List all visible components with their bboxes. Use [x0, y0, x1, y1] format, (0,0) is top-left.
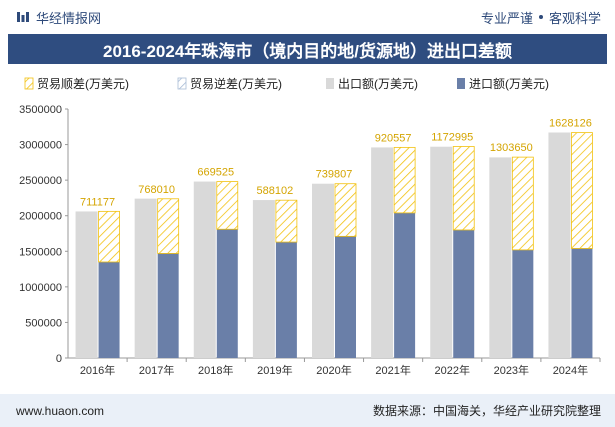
x-tick-label-3: 2018年: [198, 363, 233, 377]
surplus-data-label-7: 1172995: [431, 131, 473, 143]
x-tick-label-6: 2021年: [375, 363, 410, 377]
import-bar-4: [275, 242, 297, 358]
y-tick-label-4: 2000000: [19, 211, 62, 223]
y-tick-label-3: 1500000: [19, 246, 62, 258]
x-tick-label-1: 2016年: [80, 363, 115, 377]
import-bar-2: [157, 253, 179, 358]
y-tick-label-1: 500000: [25, 317, 62, 329]
surplus-data-label-3: 669525: [197, 167, 234, 179]
y-tick-label-7: 3500000: [19, 104, 62, 116]
top-bar: 华经情报网 专业严谨 客观科学: [0, 0, 615, 34]
x-tick-label-9: 2024年: [553, 363, 588, 377]
legend-swatch-4: [457, 78, 465, 89]
surplus-bar-7: [452, 146, 475, 231]
x-tick-label-8: 2023年: [494, 363, 529, 377]
x-tick-label-5: 2020年: [316, 363, 351, 377]
y-tick-label-0: 0: [56, 353, 62, 365]
footer-source: 数据来源：中国海关，华经产业研究院整理: [372, 404, 601, 418]
surplus-bar-9: [571, 132, 593, 249]
import-bar-5: [335, 236, 356, 358]
legend-swatch-2: [177, 77, 187, 90]
surplus-data-label-4: 588102: [257, 185, 294, 197]
x-tick-label-7: 2022年: [434, 363, 469, 377]
import-bar-9: [571, 248, 593, 358]
y-tick-label-2: 1000000: [19, 282, 62, 294]
export-bar-4: [252, 200, 275, 358]
surplus-bar-6: [393, 146, 416, 214]
chart-svg: 贸易顺差(万美元) 贸易逆差(万美元) 出口额(万美元) 进口额(万美元) 0 50000…: [19, 76, 601, 377]
brand: 华经情报网: [16, 8, 101, 27]
import-bar-1: [98, 261, 120, 358]
surplus-bar-3: [216, 181, 239, 230]
export-bar-7: [430, 146, 453, 358]
surplus-bar-5: [334, 183, 357, 237]
surplus-data-label-1: 711177: [80, 196, 115, 208]
surplus-data-label-6: 920557: [375, 132, 412, 144]
legend-label-3: 出口额(万美元): [338, 77, 418, 91]
import-bar-7: [453, 229, 475, 358]
import-bar-6: [394, 212, 416, 358]
y-tick-label-6: 3000000: [19, 140, 62, 152]
surplus-data-label-8: 1303650: [490, 142, 533, 154]
surplus-bar-2: [157, 198, 180, 254]
surplus-data-label-5: 739807: [316, 169, 353, 181]
export-bar-2: [134, 198, 157, 358]
legend-label-2: 贸易逆差(万美元): [190, 76, 282, 91]
footer-site: www.huaon.com: [16, 403, 105, 418]
legend-swatch-1: [24, 77, 34, 90]
legend-label-1: 贸易顺差(万美元): [37, 77, 129, 91]
x-tick-label-2: 2017年: [139, 363, 174, 377]
chart-title: 2016-2024年珠海市（境内目的地/货源地）进出口差额: [102, 41, 513, 61]
export-bar-6: [371, 147, 394, 358]
surplus-bar-4: [275, 199, 298, 243]
logo-icon: [17, 12, 29, 22]
tagline-2: 客观科学: [548, 10, 601, 26]
export-bar-3: [193, 181, 216, 358]
legend-label-4: 进口额(万美元): [469, 77, 549, 91]
import-bar-8: [512, 249, 534, 358]
footer: www.huaon.com 数据来源：中国海关，华经产业研究院整理: [0, 394, 615, 427]
tagline-1: 专业严谨: [480, 10, 533, 26]
y-tick-label-5: 2500000: [19, 175, 62, 187]
separator-dot-icon: [538, 15, 543, 19]
surplus-bar-8: [511, 156, 534, 251]
surplus-bar-1: [98, 210, 120, 263]
import-bar-3: [216, 229, 238, 358]
legend-swatch-3: [326, 78, 334, 89]
export-bar-9: [548, 132, 571, 358]
export-bar-5: [312, 183, 334, 358]
surplus-data-label-2: 768010: [138, 184, 175, 196]
tagline: 专业严谨 客观科学: [481, 8, 601, 27]
brand-name: 华经情报网: [36, 10, 102, 26]
export-bar-1: [75, 211, 98, 358]
x-tick-label-4: 2019年: [257, 363, 292, 377]
export-bar-8: [489, 157, 512, 358]
chart-title-bar: 2016-2024年珠海市（境内目的地/货源地）进出口差额: [8, 34, 607, 64]
surplus-data-label-9: 1628126: [549, 118, 592, 130]
